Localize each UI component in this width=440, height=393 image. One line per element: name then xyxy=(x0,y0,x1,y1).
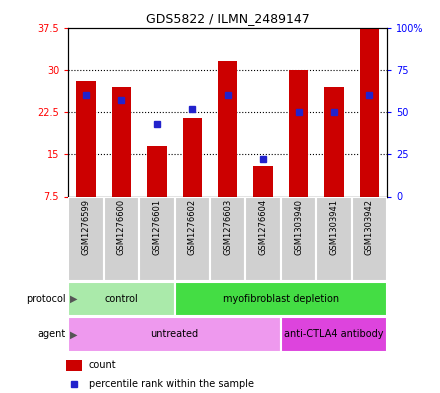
Text: control: control xyxy=(104,294,138,304)
Text: GSM1276599: GSM1276599 xyxy=(81,199,91,255)
Bar xyxy=(76,81,95,196)
Text: count: count xyxy=(89,360,117,371)
Text: myofibroblast depletion: myofibroblast depletion xyxy=(223,294,339,304)
Bar xyxy=(183,118,202,196)
Bar xyxy=(253,165,273,196)
Text: GSM1276604: GSM1276604 xyxy=(259,199,268,255)
Bar xyxy=(218,61,238,196)
Text: GSM1276600: GSM1276600 xyxy=(117,199,126,255)
Bar xyxy=(316,196,352,281)
Text: ▶: ▶ xyxy=(70,329,78,340)
Bar xyxy=(68,196,104,281)
Bar xyxy=(175,196,210,281)
Text: GSM1276602: GSM1276602 xyxy=(188,199,197,255)
Bar xyxy=(281,196,316,281)
Text: GSM1303941: GSM1303941 xyxy=(330,199,338,255)
Bar xyxy=(175,282,387,316)
Title: GDS5822 / ILMN_2489147: GDS5822 / ILMN_2489147 xyxy=(146,12,310,25)
Text: GSM1303942: GSM1303942 xyxy=(365,199,374,255)
Bar xyxy=(112,87,131,196)
Bar xyxy=(246,196,281,281)
Bar xyxy=(324,87,344,196)
Bar xyxy=(66,360,82,371)
Text: GSM1276601: GSM1276601 xyxy=(152,199,161,255)
Bar xyxy=(104,196,139,281)
Text: untreated: untreated xyxy=(150,329,198,340)
Bar xyxy=(147,146,167,196)
Bar xyxy=(281,317,387,352)
Bar xyxy=(68,282,175,316)
Bar xyxy=(68,317,281,352)
Bar xyxy=(139,196,175,281)
Text: GSM1276603: GSM1276603 xyxy=(223,199,232,255)
Text: ▶: ▶ xyxy=(70,294,78,304)
Text: anti-CTLA4 antibody: anti-CTLA4 antibody xyxy=(284,329,384,340)
Text: agent: agent xyxy=(38,329,66,340)
Bar xyxy=(289,70,308,196)
Bar xyxy=(210,196,246,281)
Text: percentile rank within the sample: percentile rank within the sample xyxy=(89,379,254,389)
Text: protocol: protocol xyxy=(26,294,66,304)
Text: GSM1303940: GSM1303940 xyxy=(294,199,303,255)
Bar xyxy=(360,29,379,196)
Bar xyxy=(352,196,387,281)
